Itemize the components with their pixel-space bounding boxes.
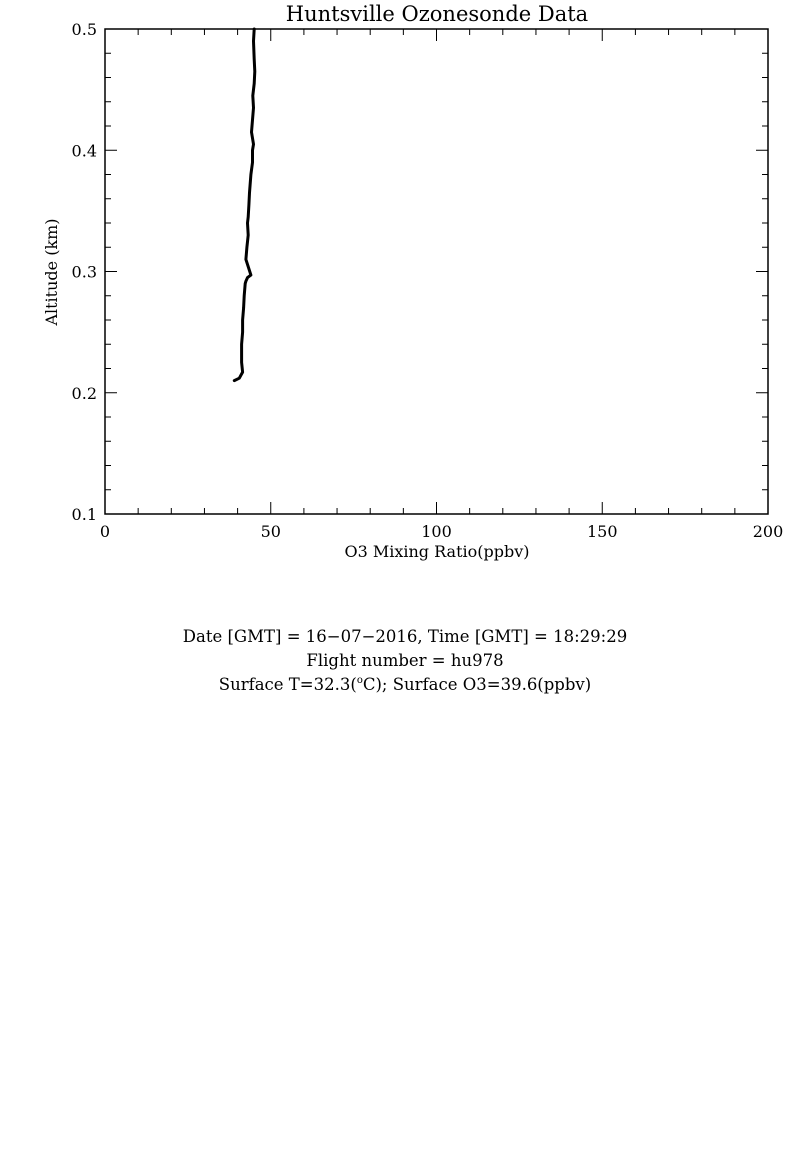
ozone-profile-chart: Huntsville Ozonesonde Data 0 50 100 150 200 … <box>42 2 783 561</box>
y-axis-minor-ticks <box>105 52 768 491</box>
x-tick-label: 150 <box>587 522 618 541</box>
x-tick-label: 0 <box>100 522 110 541</box>
y-tick-label: 0.5 <box>72 20 97 39</box>
x-axis-label: O3 Mixing Ratio(ppbv) <box>344 542 529 561</box>
date-time-line: Date [GMT] = 16−07−2016, Time [GMT] = 18… <box>182 627 628 646</box>
flight-number-line: Flight number = hu978 <box>306 651 504 670</box>
y-tick-label: 0.4 <box>72 141 97 160</box>
chart-title: Huntsville Ozonesonde Data <box>286 2 588 26</box>
y-axis-label: Altitude (km) <box>42 218 61 326</box>
surface-temp-prefix: Surface T=32.3( <box>218 675 357 694</box>
x-tick-label: 200 <box>753 522 784 541</box>
series-layer <box>232 27 257 383</box>
x-axis-ticks: 0 50 100 150 200 <box>100 29 783 541</box>
x-axis-minor-ticks <box>137 29 736 514</box>
degree-symbol: o <box>356 675 363 686</box>
flight-info: Date [GMT] = 16−07−2016, Time [GMT] = 18… <box>0 625 800 697</box>
y-axis-ticks: 0.1 0.2 0.3 0.4 0.5 <box>72 20 768 524</box>
surface-temp-suffix: C); Surface O3=39.6(ppbv) <box>362 675 592 694</box>
y-tick-label: 0.2 <box>72 384 97 403</box>
y-tick-label: 0.1 <box>72 505 97 524</box>
y-tick-label: 0.3 <box>72 263 97 282</box>
x-tick-label: 100 <box>421 522 452 541</box>
plot-frame <box>104 28 769 515</box>
surface-line: Surface T=32.3(oC); Surface O3=39.6(ppbv… <box>0 673 800 697</box>
ozone-profile-line <box>232 27 257 383</box>
x-tick-label: 50 <box>261 522 281 541</box>
